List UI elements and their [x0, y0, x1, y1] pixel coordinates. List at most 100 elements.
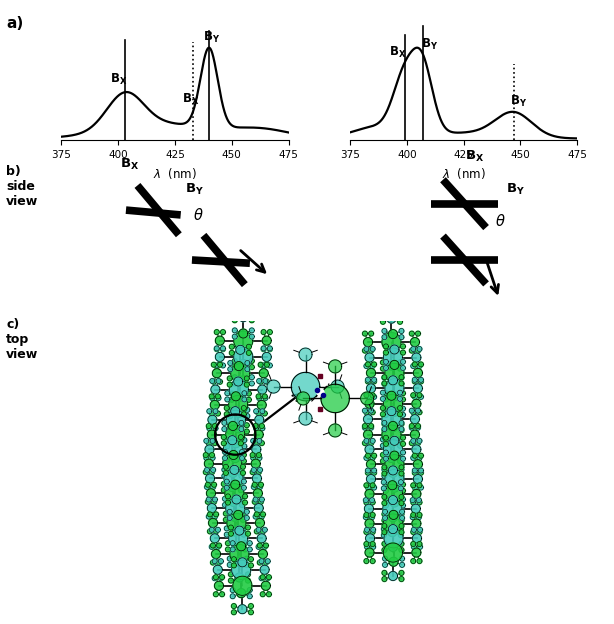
Polygon shape	[220, 592, 225, 597]
Polygon shape	[364, 530, 369, 535]
Polygon shape	[416, 424, 421, 429]
Polygon shape	[208, 415, 217, 424]
Polygon shape	[241, 459, 246, 464]
Polygon shape	[412, 399, 421, 408]
Polygon shape	[383, 391, 389, 396]
Polygon shape	[265, 576, 270, 581]
Polygon shape	[367, 460, 376, 469]
Polygon shape	[214, 329, 219, 334]
Polygon shape	[381, 360, 386, 365]
Polygon shape	[261, 329, 266, 334]
Polygon shape	[231, 364, 250, 383]
Polygon shape	[370, 515, 375, 520]
Polygon shape	[400, 397, 405, 402]
Polygon shape	[228, 421, 238, 431]
Polygon shape	[261, 347, 266, 352]
Polygon shape	[370, 500, 375, 505]
Polygon shape	[397, 319, 403, 324]
Polygon shape	[382, 500, 387, 505]
Polygon shape	[221, 488, 227, 493]
Polygon shape	[244, 515, 249, 520]
Polygon shape	[212, 482, 217, 487]
Text: $\theta$: $\theta$	[495, 213, 506, 229]
Polygon shape	[231, 392, 241, 401]
Polygon shape	[257, 379, 262, 384]
Polygon shape	[228, 396, 248, 414]
Polygon shape	[399, 500, 404, 505]
Polygon shape	[400, 359, 405, 364]
Polygon shape	[232, 495, 241, 504]
Text: c)
top
view: c) top view	[6, 318, 39, 361]
Polygon shape	[383, 509, 387, 514]
Polygon shape	[224, 485, 229, 490]
Polygon shape	[383, 514, 403, 533]
Polygon shape	[398, 527, 403, 532]
Polygon shape	[368, 348, 374, 353]
Polygon shape	[238, 558, 247, 567]
Polygon shape	[232, 381, 237, 386]
Polygon shape	[212, 497, 217, 502]
Polygon shape	[223, 454, 242, 473]
Polygon shape	[239, 474, 244, 479]
Polygon shape	[382, 512, 387, 517]
Polygon shape	[399, 422, 404, 427]
Polygon shape	[228, 367, 233, 372]
Polygon shape	[370, 542, 375, 547]
Polygon shape	[211, 543, 216, 548]
Polygon shape	[205, 482, 211, 487]
Polygon shape	[258, 362, 263, 367]
Polygon shape	[381, 366, 386, 371]
Polygon shape	[265, 362, 270, 367]
Polygon shape	[260, 592, 265, 597]
Polygon shape	[389, 421, 397, 431]
Polygon shape	[249, 381, 254, 386]
Polygon shape	[382, 494, 387, 499]
Polygon shape	[227, 410, 246, 429]
Polygon shape	[252, 445, 261, 454]
Polygon shape	[364, 410, 369, 415]
Polygon shape	[419, 362, 424, 367]
Polygon shape	[382, 474, 387, 479]
Polygon shape	[236, 345, 245, 354]
Polygon shape	[399, 542, 404, 547]
Polygon shape	[382, 471, 387, 476]
Polygon shape	[381, 390, 386, 395]
Polygon shape	[416, 441, 421, 446]
Polygon shape	[400, 406, 405, 411]
Polygon shape	[210, 456, 215, 461]
Polygon shape	[211, 484, 216, 489]
Polygon shape	[299, 348, 312, 361]
Polygon shape	[249, 328, 254, 333]
Polygon shape	[222, 427, 227, 432]
Polygon shape	[362, 348, 367, 353]
Polygon shape	[368, 408, 374, 413]
Polygon shape	[419, 470, 424, 475]
Polygon shape	[398, 486, 403, 491]
Polygon shape	[400, 441, 405, 446]
Polygon shape	[210, 534, 219, 543]
Polygon shape	[204, 456, 209, 461]
Polygon shape	[397, 396, 403, 401]
Polygon shape	[260, 409, 265, 414]
Polygon shape	[242, 397, 247, 402]
Polygon shape	[247, 547, 252, 552]
Polygon shape	[229, 391, 235, 396]
Polygon shape	[236, 392, 245, 401]
Polygon shape	[255, 415, 264, 424]
Polygon shape	[399, 421, 404, 426]
Polygon shape	[204, 459, 214, 468]
Polygon shape	[389, 495, 397, 505]
Polygon shape	[397, 360, 403, 365]
Polygon shape	[209, 394, 214, 399]
Polygon shape	[388, 480, 397, 490]
Polygon shape	[389, 557, 398, 567]
Polygon shape	[381, 313, 386, 318]
Polygon shape	[385, 469, 404, 489]
Polygon shape	[400, 482, 405, 487]
Polygon shape	[400, 391, 405, 396]
Polygon shape	[417, 364, 422, 369]
Text: $\mathbf{B_X}$: $\mathbf{B_X}$	[389, 44, 406, 60]
Polygon shape	[231, 603, 236, 608]
Polygon shape	[227, 515, 232, 520]
Polygon shape	[388, 527, 397, 537]
